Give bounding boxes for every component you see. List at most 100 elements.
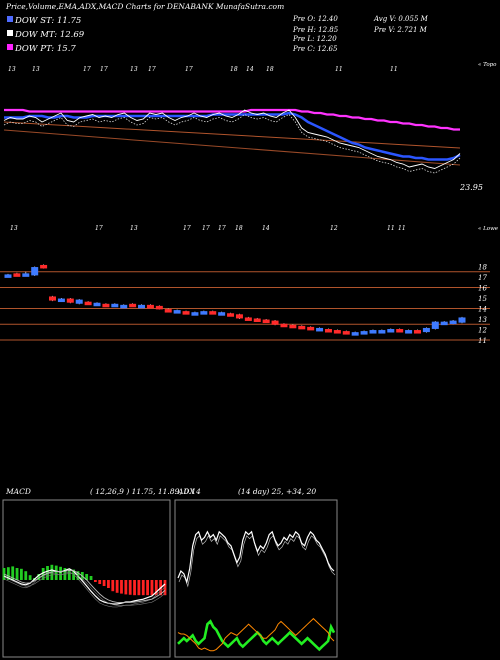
candle-body [155,305,163,310]
candle-y-tick-label: 18 [478,264,487,272]
candle-body [182,311,190,315]
ema-top-right-label: « Topo [478,62,497,68]
ema-top-date-label: 11 [390,66,398,73]
ema-series-price [3,109,461,169]
legend-st: DOW ST: 11.75 [14,16,81,26]
candle-body [458,317,466,323]
ema-top-date-label: 13 [130,66,138,73]
candle-body [138,304,146,309]
macd-histogram-bar [72,569,76,580]
ema-series-fast-ema [4,111,461,161]
ema-bottom-date-label: 12 [330,225,338,232]
candle-y-tick-label: 11 [478,337,487,345]
candle-body [378,330,386,334]
ema-top-date-label: 17 [148,66,156,73]
macd-histogram-bar [37,574,41,580]
macd-series-signal [3,569,166,603]
macd-histogram-bar [85,574,89,580]
candle-body [102,303,110,308]
candle-body [120,304,128,309]
legend-swatch-mt [7,30,13,36]
chart-title: Price,Volume,EMA,ADX,MACD Charts for DEN… [5,2,284,11]
macd-histogram-bar [41,568,45,580]
candle-body [271,320,279,325]
ema-bottom-date-label: 17 [218,225,226,232]
candle-body [396,329,404,333]
ema-top-date-label: 18 [266,66,274,73]
ema-bottom-date-label: 11 [398,225,406,232]
ema-panel: 13 13 17 17 13 17 17 18 14 18 11 11 13 17 13 17 17 17 18 1… [3,62,499,232]
candle-body [235,314,243,319]
macd-histogram-bar [128,580,132,595]
adx-params: (14 day) 25, +34, 20 [238,487,316,496]
candle-body [40,264,48,269]
candle-body [93,302,101,307]
ema-bottom-date-label: 17 [183,225,191,232]
candle-body [351,332,359,336]
adx-panel: ADX (14 day) 25, +34, 20 [174,487,338,658]
legend-swatch-st [7,16,13,22]
candle-body [422,327,430,333]
legend: DOW ST: 11.75 DOW MT: 12.69 DOW PT: 15.7 [7,16,85,54]
ema-channel-line [3,121,461,149]
candle-body [200,311,208,315]
ema-bottom-date-label: 13 [130,225,138,232]
macd-histogram-bar [15,568,19,580]
adx-series-adx [177,530,335,585]
macd-histogram-bar [93,580,97,582]
macd-histogram-bar [115,580,119,593]
macd-histogram-bar [163,580,167,596]
stat-high: Pre H: 12.85 [292,26,339,34]
candle-body [31,267,39,276]
macd-content [2,564,167,608]
ema-top-date-label: 17 [185,66,193,73]
macd-histogram-bar [146,580,149,596]
stat-close: Pre C: 12.65 [292,45,338,53]
macd-histogram-bar [24,571,28,580]
ema-top-date-label: 13 [32,66,40,73]
macd-label: MACD [5,487,31,496]
candle-body [369,330,377,334]
ema-bottom-date-label: 13 [10,225,18,232]
candle-y-tick-label: 14 [478,306,487,314]
stat-low: Pre L: 12.20 [292,35,337,43]
macd-histogram-bar [102,580,106,586]
candle-body [4,274,12,278]
candle-body [316,327,324,332]
candle-body [49,296,57,301]
macd-histogram-bar [141,580,145,596]
candle-y-tick-label: 16 [478,285,487,293]
candle-body [111,303,119,308]
adx-series-plusminus-di [177,619,336,652]
candle-body [324,329,332,333]
legend-pt: DOW PT: 15.7 [14,44,76,54]
ema-bottom-date-label: 18 [235,225,243,232]
candle-body [280,323,288,328]
macd-histogram-bar [107,580,110,588]
candles [4,264,466,336]
candle-y-ticks: 18 17 16 15 14 13 12 11 [478,264,487,346]
stat-open: Pre O: 12.40 [292,15,338,23]
candle-body [431,321,439,329]
ema-last-value: 23.95 [459,183,483,192]
macd-histogram-bar [154,580,158,596]
candle-body [227,313,235,317]
candle-body [164,309,172,313]
candle-body [387,329,395,333]
macd-histogram-bar [20,568,23,580]
candle-body [57,298,65,303]
candle-panel: 18 17 16 15 14 13 12 11 [0,264,490,346]
macd-histogram-bar [120,580,123,594]
ema-top-date-label: 17 [83,66,91,73]
candle-body [262,319,270,324]
macd-histogram-bar [6,567,10,580]
candle-body [244,317,252,321]
macd-histogram-bar [98,580,102,584]
adx-content [177,530,336,652]
stat-prev-volume: Pre V: 2.721 M [373,26,428,34]
macd-panel: MACD ( 12,26,9 ) 11.75, 11.89, 0.14 [2,487,201,658]
candle-body [253,318,261,322]
adx-label: ADX [177,487,195,496]
price-stats: Pre O: 12.40 Pre H: 12.85 Pre L: 12.20 P… [292,15,429,53]
candle-body [209,311,217,315]
